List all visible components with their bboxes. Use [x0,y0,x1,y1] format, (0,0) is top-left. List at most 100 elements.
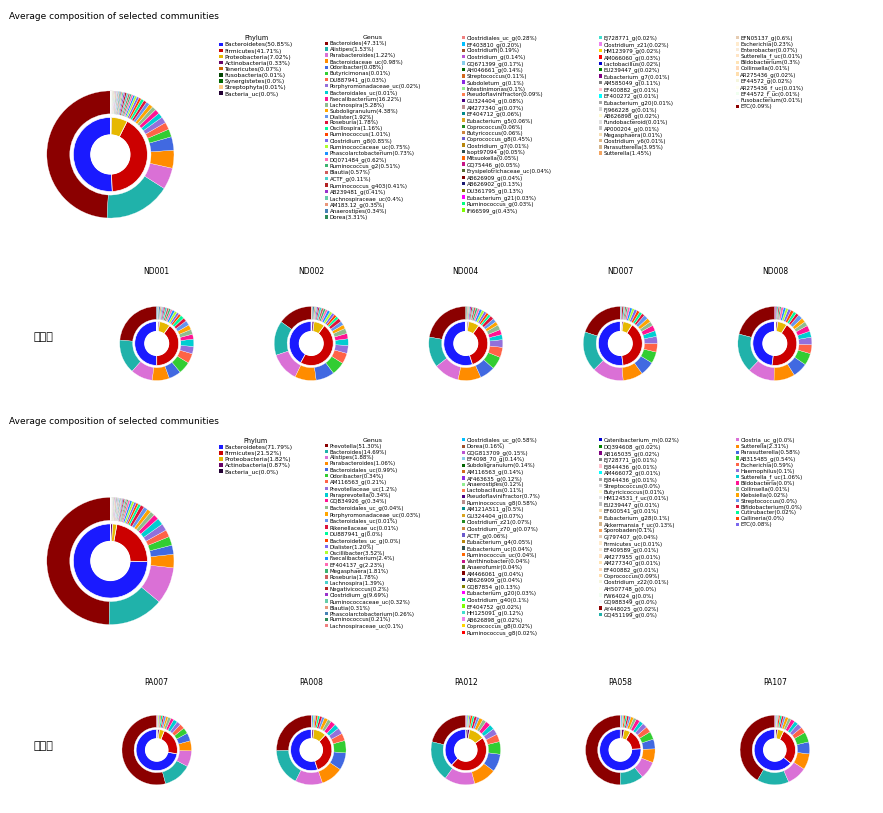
Wedge shape [466,715,468,728]
Wedge shape [638,319,650,329]
Title: PA058: PA058 [608,678,632,687]
Wedge shape [146,123,169,138]
Wedge shape [112,498,113,520]
Wedge shape [641,749,655,763]
Wedge shape [635,724,646,735]
Wedge shape [313,322,324,334]
Wedge shape [621,307,622,320]
Wedge shape [320,718,328,730]
Wedge shape [788,357,805,375]
Wedge shape [468,307,470,320]
Wedge shape [484,319,495,329]
Wedge shape [332,350,347,363]
Wedge shape [626,732,641,750]
Wedge shape [750,361,774,380]
Wedge shape [331,733,344,744]
Wedge shape [488,329,502,337]
Wedge shape [621,729,624,739]
Circle shape [455,739,477,761]
Wedge shape [795,322,807,332]
Wedge shape [781,307,786,320]
Wedge shape [112,498,114,520]
Wedge shape [775,307,776,320]
Wedge shape [776,715,779,728]
Circle shape [146,739,168,761]
Title: ND001: ND001 [144,267,170,276]
Wedge shape [132,101,147,121]
Wedge shape [181,339,193,346]
Wedge shape [629,718,637,730]
Wedge shape [118,498,125,521]
Wedge shape [158,729,164,740]
Title: ND002: ND002 [298,267,324,276]
Wedge shape [641,349,656,363]
Wedge shape [157,326,178,366]
Wedge shape [320,309,326,321]
Wedge shape [774,364,795,380]
Wedge shape [113,498,116,520]
Wedge shape [470,307,474,320]
Wedge shape [165,309,170,321]
Wedge shape [113,498,114,520]
Wedge shape [129,98,141,119]
Wedge shape [781,717,789,729]
Wedge shape [180,334,193,341]
Wedge shape [621,767,643,785]
Circle shape [299,332,323,355]
Wedge shape [281,307,312,329]
Wedge shape [47,498,110,624]
Wedge shape [132,362,154,380]
Wedge shape [466,307,467,320]
Title: ND007: ND007 [608,267,633,276]
Wedge shape [157,729,159,739]
Wedge shape [158,715,160,728]
Wedge shape [630,720,640,731]
Wedge shape [468,715,471,728]
Wedge shape [312,715,313,728]
Legend: Bacteroidetes(71.79%), Firmicutes(21.52%), Proteobacteria(1.82%), Actinobacteria: Bacteroidetes(71.79%), Firmicutes(21.52%… [219,438,292,475]
Wedge shape [112,498,113,520]
Wedge shape [786,720,795,732]
Wedge shape [112,498,114,520]
Wedge shape [623,715,627,728]
Wedge shape [738,334,758,371]
Wedge shape [797,331,811,339]
Wedge shape [631,311,639,323]
Wedge shape [798,337,811,345]
Wedge shape [623,363,642,380]
Wedge shape [150,150,174,168]
Wedge shape [139,515,158,534]
Wedge shape [621,321,622,332]
Wedge shape [177,325,191,334]
Wedge shape [599,321,623,366]
Wedge shape [628,308,635,321]
Wedge shape [116,498,120,521]
Wedge shape [113,498,115,520]
Wedge shape [125,95,135,117]
Wedge shape [472,308,478,320]
Wedge shape [158,322,170,334]
Wedge shape [324,721,335,733]
Wedge shape [484,753,501,771]
Wedge shape [115,498,117,520]
Wedge shape [120,340,140,372]
Wedge shape [109,587,159,624]
Wedge shape [626,716,630,728]
Wedge shape [330,321,343,331]
Wedge shape [111,117,127,137]
Wedge shape [630,309,638,322]
Wedge shape [157,321,160,332]
Wedge shape [300,326,333,366]
Wedge shape [144,524,166,541]
Wedge shape [158,307,159,320]
Wedge shape [481,725,494,737]
Wedge shape [635,759,653,777]
Title: ND004: ND004 [453,267,479,276]
Wedge shape [787,311,796,324]
Legend: EFN05137_g(0.6%), Escherichia(0.23%), Enterobacter(0.07%), Sutterella_f_uc(0.01%: EFN05137_g(0.6%), Escherichia(0.23%), En… [736,35,804,109]
Wedge shape [136,729,177,771]
Wedge shape [623,307,626,320]
Wedge shape [480,315,491,325]
Wedge shape [111,524,117,541]
Wedge shape [113,91,116,114]
